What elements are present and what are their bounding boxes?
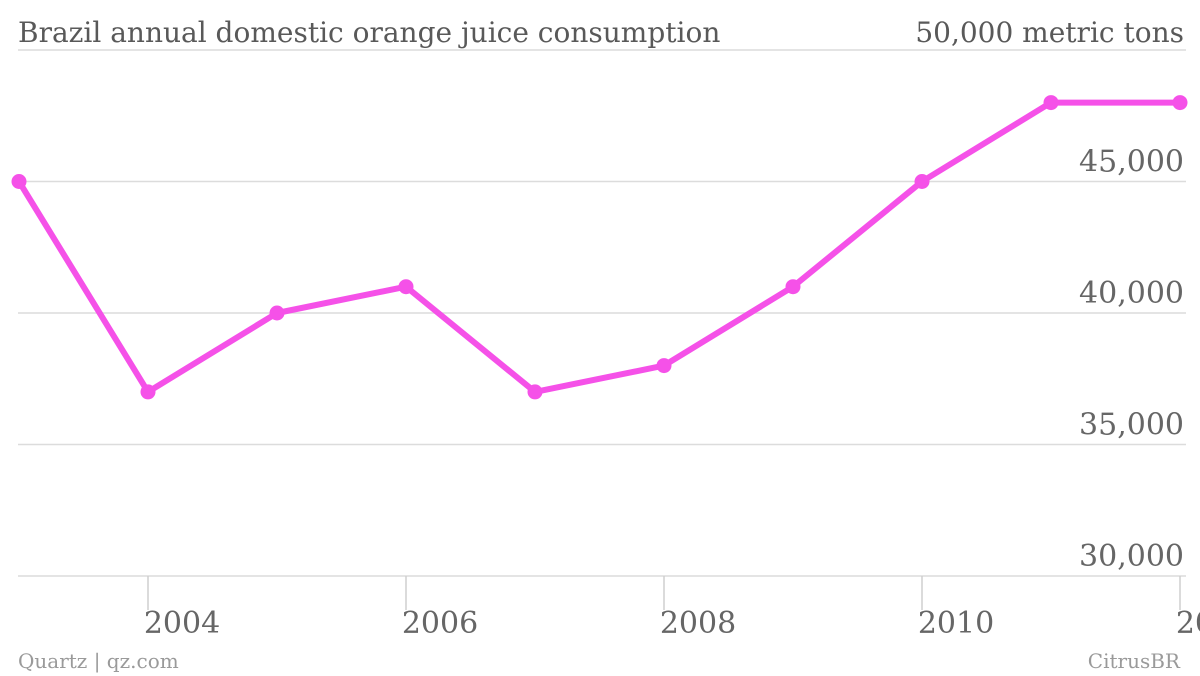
x-tick-label: 2012 bbox=[1176, 606, 1200, 641]
data-point-2009 bbox=[785, 279, 801, 295]
data-source: CitrusBR bbox=[1088, 649, 1181, 673]
x-tick-label: 2004 bbox=[144, 606, 220, 641]
data-point-2005 bbox=[269, 305, 285, 321]
y-tick-label: 35,000 bbox=[1079, 408, 1184, 443]
source-credit: Quartz | qz.com bbox=[18, 649, 179, 674]
data-point-2010 bbox=[914, 174, 930, 189]
top-unit-label: 50,000 metric tons bbox=[915, 16, 1184, 49]
y-tick-labels: 30,000 35,000 40,000 45,000 bbox=[1079, 145, 1184, 575]
x-tick-label: 2010 bbox=[918, 606, 994, 641]
chart-title: Brazil annual domestic orange juice cons… bbox=[18, 16, 720, 49]
grid-lines bbox=[18, 49, 1186, 577]
data-point-2007 bbox=[527, 384, 543, 400]
data-point-2006 bbox=[398, 279, 414, 295]
series-line bbox=[16, 99, 1183, 395]
series bbox=[11, 95, 1188, 400]
y-tick-label: 40,000 bbox=[1079, 276, 1184, 311]
x-tick-label: 2008 bbox=[660, 606, 736, 641]
y-tick-label: 45,000 bbox=[1079, 145, 1184, 180]
data-point-2011 bbox=[1043, 95, 1059, 111]
data-point-2012 bbox=[1172, 95, 1188, 111]
x-tick-label: 2006 bbox=[402, 606, 478, 641]
data-point-2004 bbox=[140, 384, 156, 400]
data-point-2003 bbox=[11, 174, 27, 189]
x-axis: 2004 2006 2008 2010 2012 bbox=[144, 576, 1200, 641]
data-point-2008 bbox=[656, 358, 672, 374]
y-tick-label: 30,000 bbox=[1079, 539, 1184, 574]
